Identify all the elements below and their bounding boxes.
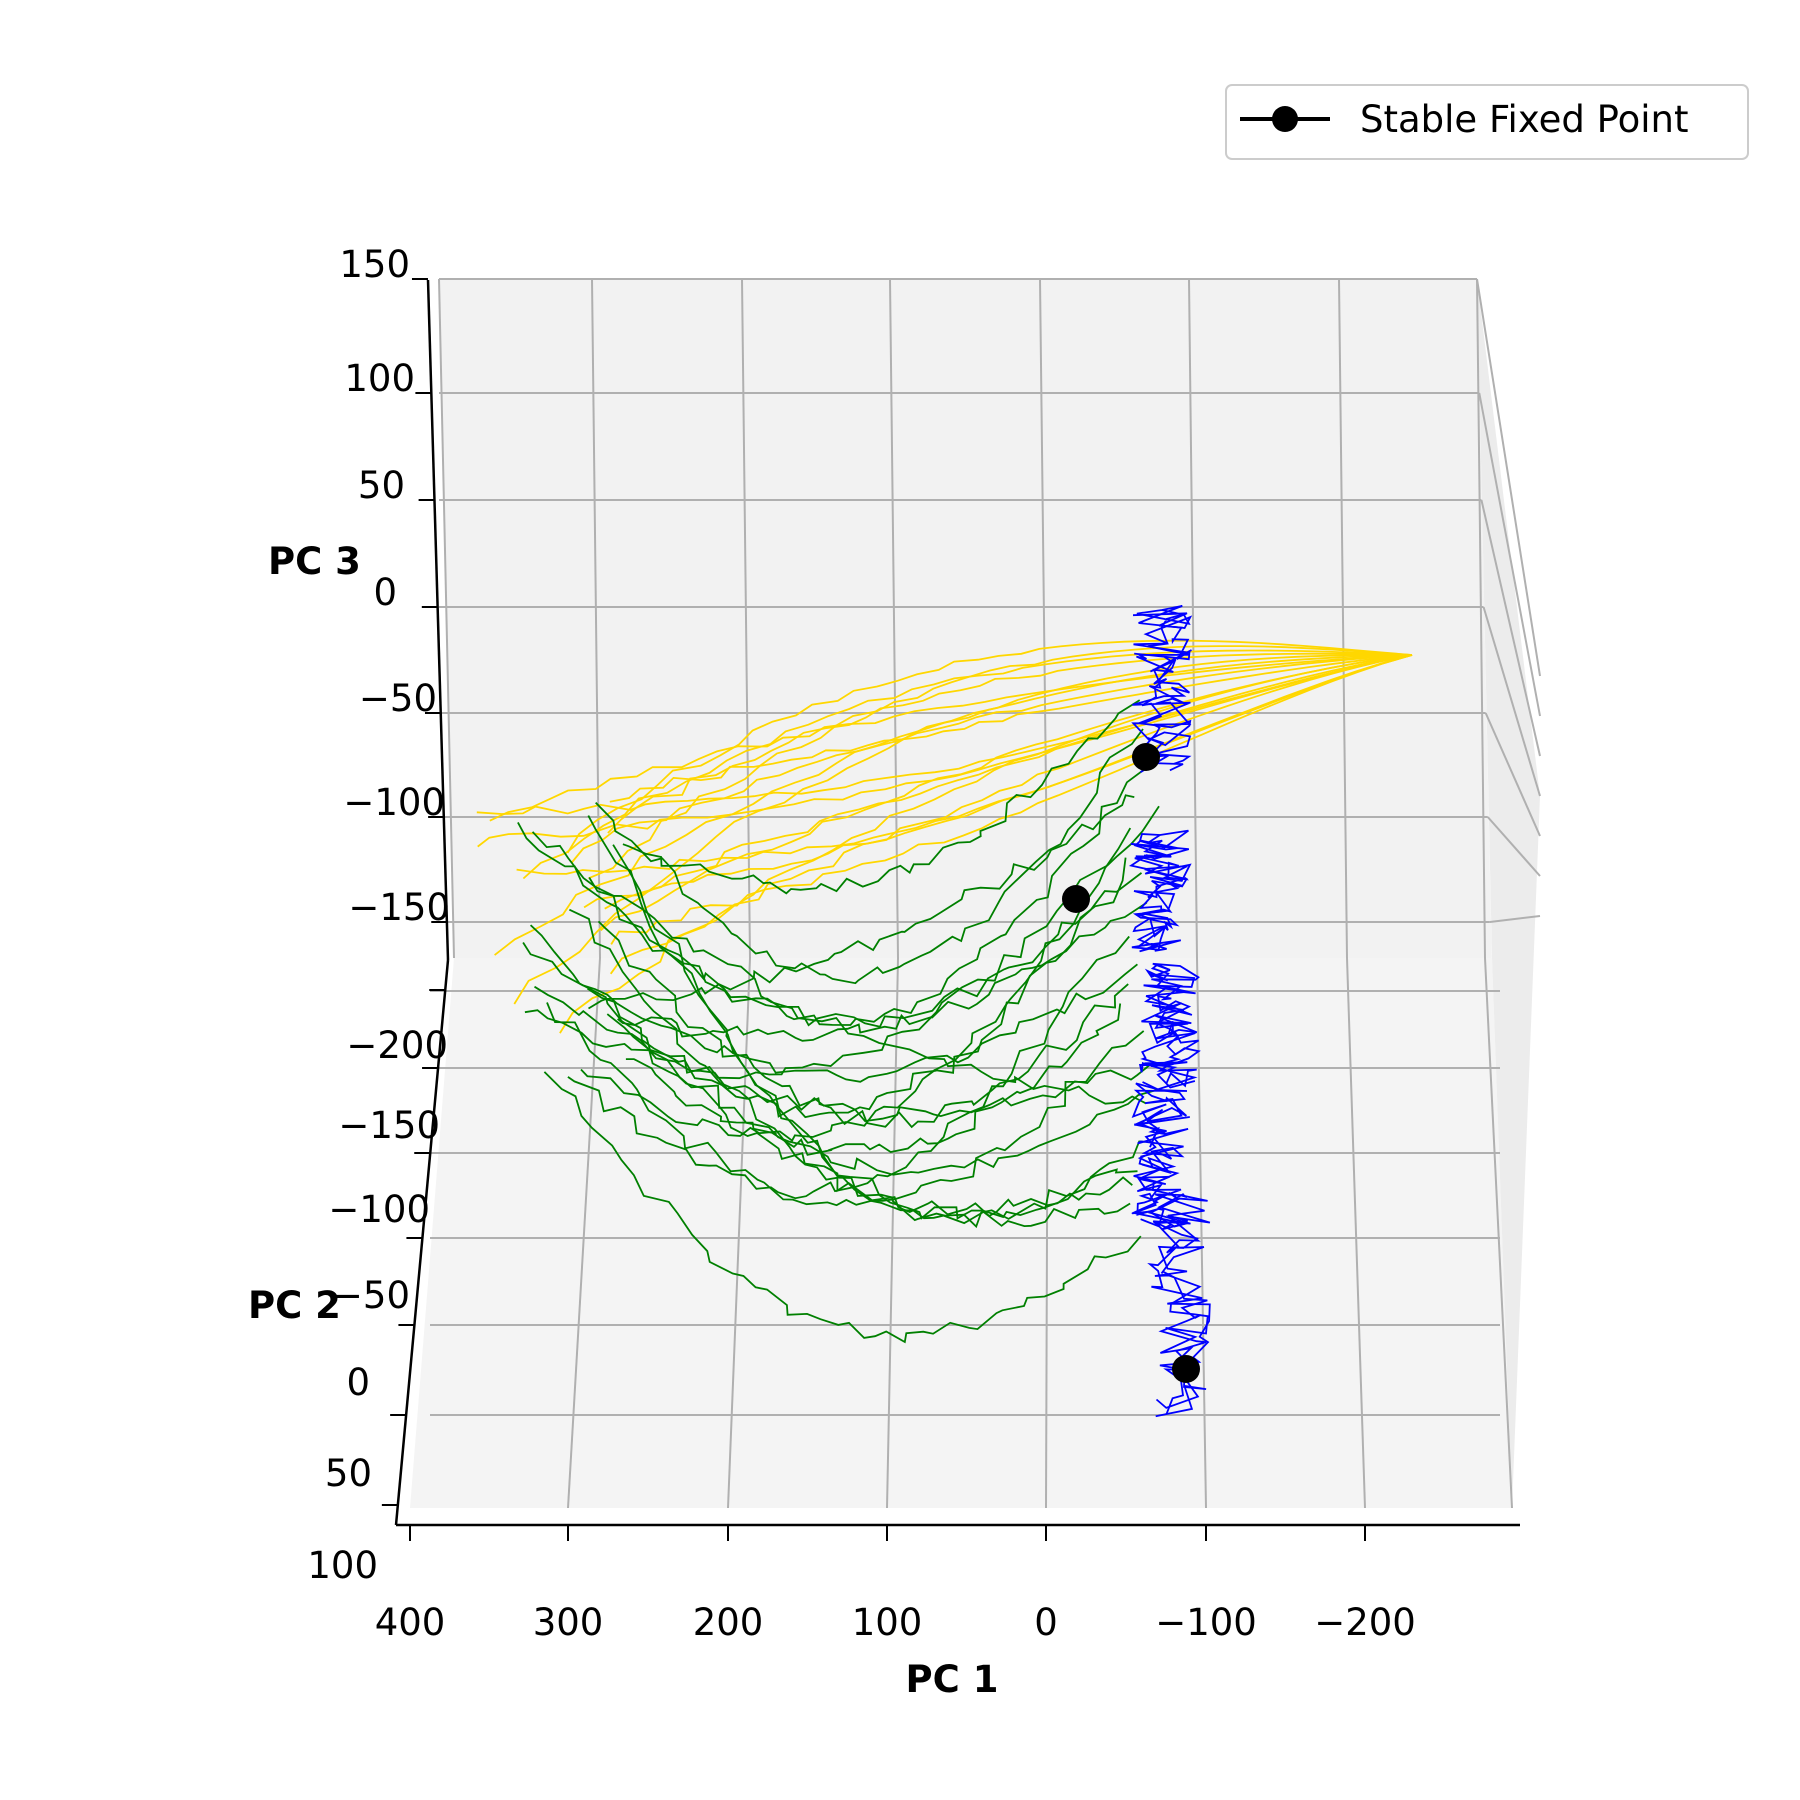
trajectory-blue — [1132, 829, 1189, 953]
z-tick-label: −100 — [343, 781, 445, 824]
trajectory-yellow — [571, 654, 1413, 864]
floor-pane — [410, 958, 1512, 1508]
axis-ticks: 400 300 200 100 0 −100 −200 150 100 50 0 −50 −100 −15… — [307, 243, 1415, 1644]
grid-line-side — [1478, 392, 1541, 717]
fixed-points — [1062, 743, 1200, 1383]
trajectory-blue — [1130, 1082, 1190, 1231]
trajectory-yellow — [477, 654, 1413, 848]
x-tick-label: 400 — [375, 1601, 446, 1644]
trajectory-yellow — [516, 654, 1413, 875]
grid-line-side — [1476, 278, 1541, 677]
trajectory-yellow — [604, 654, 1413, 910]
trajectory-blue — [1132, 605, 1193, 772]
grid-line-floor — [1484, 957, 1513, 1509]
legend-frame — [1225, 84, 1749, 160]
z-tick-label: 50 — [358, 464, 405, 507]
z-tick-label: 150 — [339, 243, 410, 286]
x-axis-title: PC 1 — [906, 1658, 999, 1701]
fixed-point-marker — [1132, 743, 1160, 771]
trajectory-green — [569, 908, 1131, 1228]
y-tick-label: −100 — [328, 1188, 430, 1231]
trajectory-green — [531, 831, 1147, 1105]
grid-line-floor — [1196, 957, 1207, 1509]
trajectory-green — [587, 827, 1132, 1119]
trajectory-blue — [1133, 1089, 1189, 1228]
grid-line-floor — [886, 957, 899, 1509]
z-axis-title: PC 3 — [268, 540, 361, 583]
legend-entry-label: Stable Fixed Point — [1360, 98, 1688, 141]
x-tick-label: −200 — [1314, 1601, 1416, 1644]
trajectory-green — [625, 1003, 1122, 1156]
trajectory-yellow — [566, 639, 1413, 854]
trajectory-green — [567, 935, 1130, 1200]
y-tick-label: 0 — [346, 1361, 370, 1404]
y-tick-label: −150 — [338, 1104, 440, 1147]
trajectory-green — [524, 805, 1160, 1080]
trajectory-green — [529, 924, 1162, 1176]
trajectory-green — [517, 821, 1143, 1028]
trajectory-blue — [1143, 968, 1200, 1089]
grid-line-side — [1484, 712, 1541, 837]
trajectory-green — [534, 985, 1151, 1123]
trajectory-yellow — [609, 654, 1413, 975]
trajectory-yellow — [610, 654, 1413, 945]
grid-line-side — [1480, 499, 1541, 757]
grid-line-side — [1487, 816, 1541, 877]
y-tick-label: −200 — [346, 1024, 448, 1067]
fixed-point-marker — [1172, 1355, 1200, 1383]
x-tick-label: 200 — [693, 1601, 764, 1644]
grid-line-floor — [1346, 957, 1366, 1509]
trajectory-series — [476, 605, 1413, 1418]
trajectory-yellow — [609, 654, 1413, 803]
grid-line-side — [1489, 915, 1541, 923]
trajectory-yellow — [583, 654, 1413, 909]
trajectory-green — [543, 1071, 1142, 1344]
trajectory-green — [580, 857, 1127, 1142]
x-tick-label: 300 — [533, 1601, 604, 1644]
trajectory-yellow — [489, 654, 1413, 822]
y-axis-title: PC 2 — [248, 1284, 341, 1327]
legend: Stable Fixed Point — [1225, 84, 1749, 160]
trajectory-green — [587, 815, 1138, 1220]
y-tick-label: 50 — [325, 1452, 372, 1495]
trajectory-green — [522, 942, 1138, 1083]
trajectory-blue — [1128, 833, 1190, 951]
z-tick-label: −50 — [359, 677, 437, 720]
z-tick-label: 0 — [373, 571, 397, 614]
trajectory-green — [546, 1002, 1145, 1207]
trajectory-yellow — [522, 649, 1413, 880]
y-tick-label: 100 — [307, 1544, 378, 1587]
trajectory-yellow — [476, 654, 1413, 815]
grid-line-floor — [727, 957, 751, 1509]
side-pane — [1477, 279, 1540, 1508]
x-tick-label: 100 — [852, 1601, 923, 1644]
x-tick-label: −100 — [1155, 1601, 1257, 1644]
grid-line-floor — [1045, 957, 1049, 1509]
trajectory-green — [622, 699, 1141, 895]
trajectory-blue — [1138, 963, 1198, 1091]
fixed-point-marker — [1062, 885, 1090, 913]
y-axis-line — [394, 959, 450, 1526]
z-tick-label: −150 — [348, 886, 450, 929]
x-tick-label: 0 — [1034, 1601, 1058, 1644]
z-tick-label: 100 — [344, 357, 415, 400]
grid-line-side — [1482, 606, 1541, 797]
legend-dot-marker — [1272, 106, 1298, 132]
grid-line-floor — [567, 957, 601, 1509]
trajectory-yellow — [494, 654, 1413, 956]
trajectory-green — [588, 766, 1148, 1026]
trajectory-green — [595, 728, 1144, 985]
trajectory-green — [597, 920, 1129, 1129]
y-tick-label: −50 — [332, 1274, 410, 1317]
trajectory-green — [588, 794, 1135, 1010]
